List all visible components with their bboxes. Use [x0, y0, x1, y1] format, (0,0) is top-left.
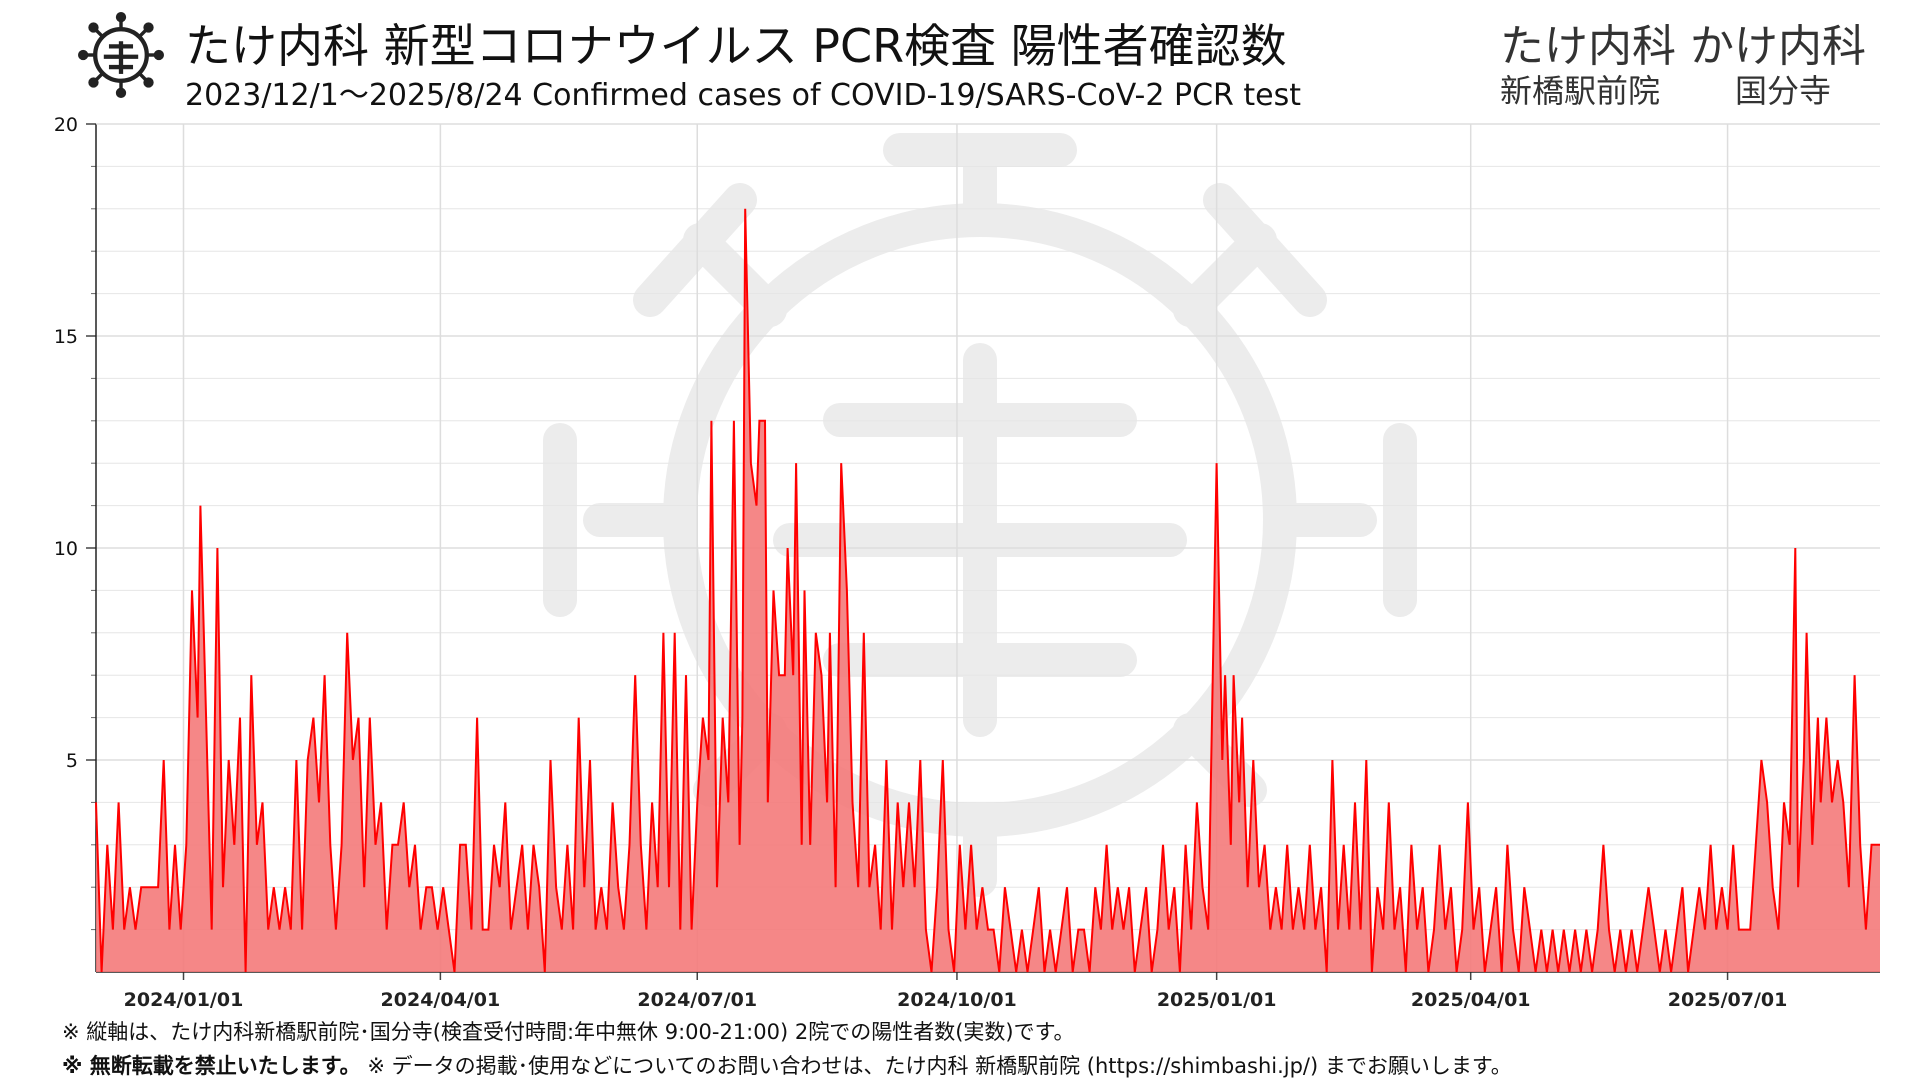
series-line — [95, 208, 1880, 973]
clinic-names: たけ内科 かけ内科 — [1500, 21, 1866, 72]
y-tick-label: 5 — [66, 750, 78, 772]
branch-name-kokubunji: 国分寺 — [1735, 72, 1832, 110]
x-tick-label: 2024/04/01 — [381, 989, 501, 1010]
x-tick-labels: 2024/01/01 2024/04/01 2024/07/01 2024/10/01… — [124, 989, 1788, 1010]
y-tick-label: 15 — [54, 326, 78, 348]
data-area — [95, 208, 1881, 973]
y-tick-label: 20 — [54, 114, 78, 136]
x-tick-label: 2025/01/01 — [1157, 989, 1277, 1010]
x-tick-label: 2024/01/01 — [124, 989, 244, 1010]
footer-note-bold: ※ 無断転載を禁止いたします。 — [62, 1054, 361, 1078]
footer-note-contact: ※ データの掲載･使用などについてのお問い合わせは、たけ内科 新橋駅前院 (ht… — [360, 1054, 1512, 1078]
chart-subtitle: 2023/12/1～2025/8/24 Confirmed cases of C… — [185, 78, 1302, 113]
virus-logo-icon — [78, 12, 164, 98]
x-tick-label: 2025/07/01 — [1668, 989, 1788, 1010]
x-tick-label: 2024/10/01 — [897, 989, 1017, 1010]
branch-name-shimbashi: 新橋駅前院 — [1500, 72, 1661, 110]
footer-note-copyright: ※ 無断転載を禁止いたします。 ※ データの掲載･使用などについてのお問い合わせ… — [62, 1050, 1512, 1080]
x-tick-label: 2025/04/01 — [1411, 989, 1531, 1010]
x-tick-label: 2024/07/01 — [637, 989, 757, 1010]
footer-note-axis: ※ 縦軸は、たけ内科新橋駅前院･国分寺(検査受付時間:年中無休 9:00-21:… — [62, 1020, 1075, 1044]
y-tick-labels: 5 10 15 20 — [54, 114, 78, 772]
chart-title: たけ内科 新型コロナウイルス PCR検査 陽性者確認数 — [185, 19, 1287, 73]
y-tick-label: 10 — [54, 538, 78, 560]
